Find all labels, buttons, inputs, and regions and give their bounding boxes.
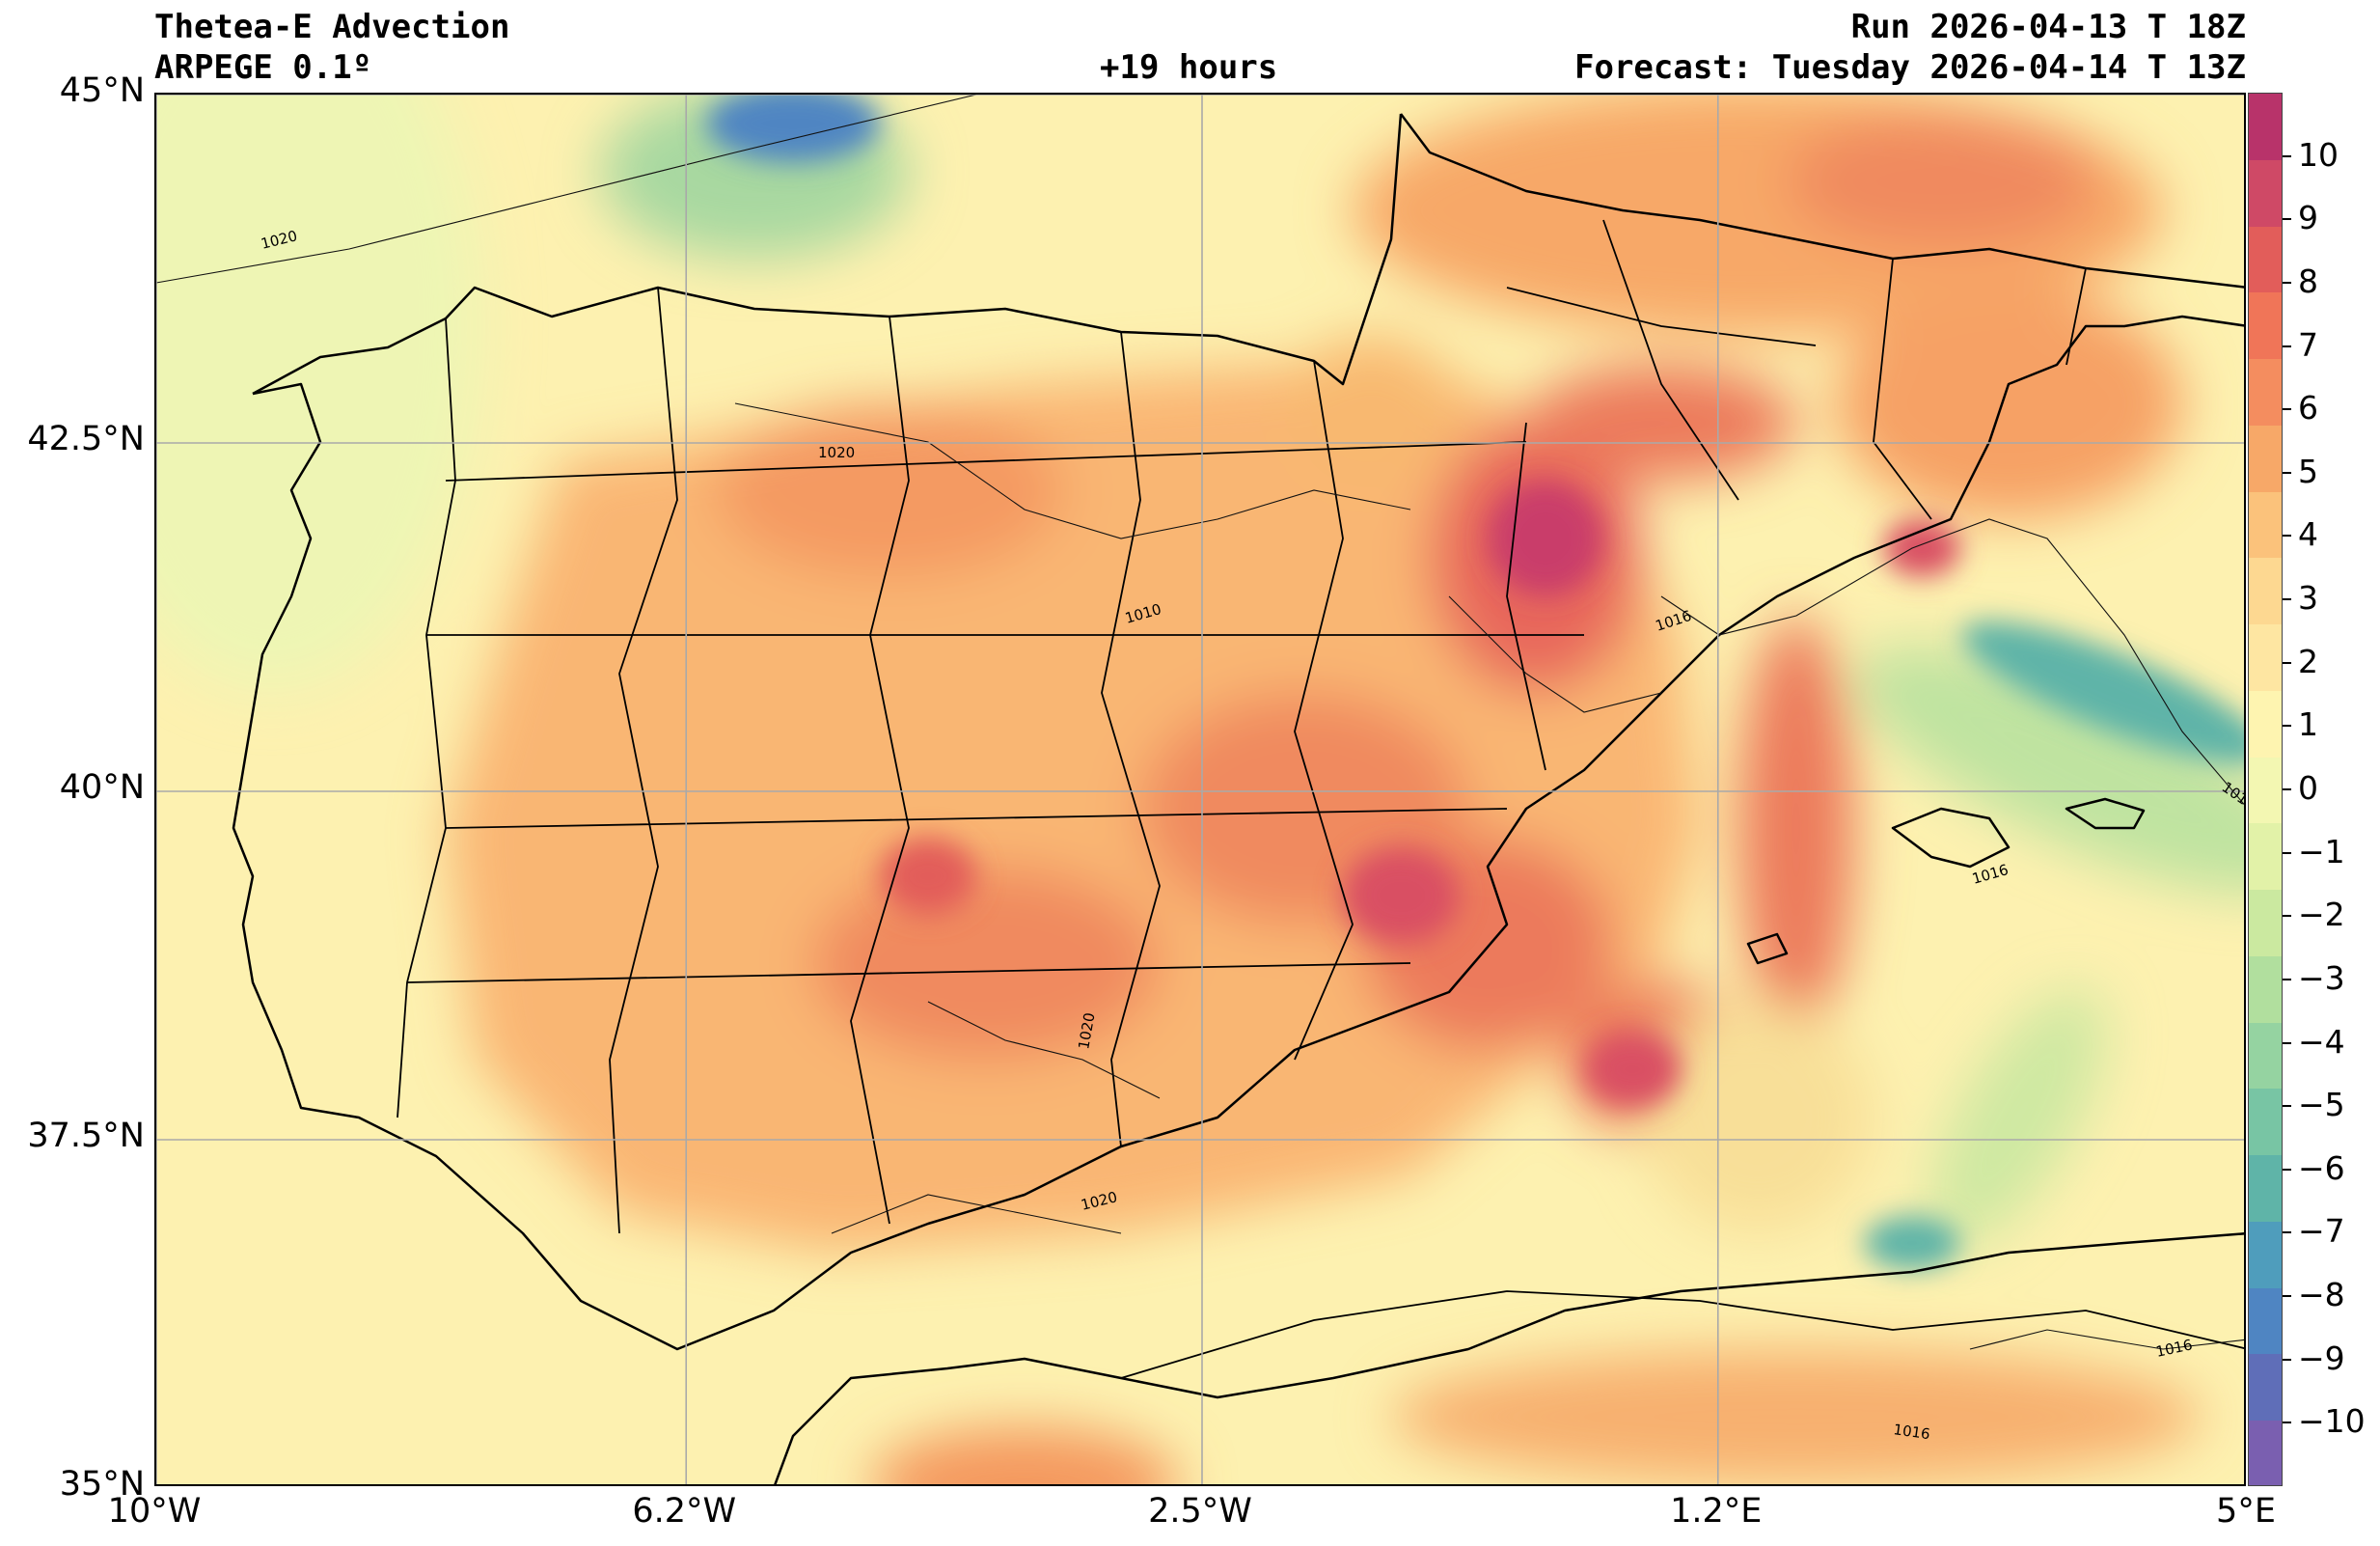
colorbar-tick-label: −9 (2298, 1339, 2345, 1377)
colorbar-tick (2283, 598, 2291, 601)
latitude-tick-label: 45°N (59, 71, 145, 110)
longitude-tick-label: 2.5°W (1148, 1492, 1252, 1531)
colorbar-band (2249, 359, 2282, 427)
colorbar-tick (2283, 1295, 2291, 1298)
longitude-tick-label: 5°E (2216, 1492, 2276, 1531)
colorbar-tick-label: 9 (2298, 199, 2318, 237)
colorbar-tick-label: 0 (2298, 769, 2318, 807)
isobar-label: 1020 (818, 444, 855, 461)
colorbar-tick (2283, 915, 2291, 918)
colorbar (2248, 93, 2283, 1486)
graticule (156, 95, 2244, 1484)
longitude-tick-label: 6.2°W (632, 1492, 737, 1531)
colorbar-tick (2283, 535, 2291, 538)
colorbar-tick-label: −4 (2298, 1022, 2345, 1061)
colorbar-band (2249, 890, 2282, 957)
colorbar-tick-label: −1 (2298, 832, 2345, 870)
isobars (156, 95, 2244, 1350)
colorbar-band (2249, 757, 2282, 825)
colorbar-tick-label: −10 (2298, 1402, 2366, 1441)
colorbar-band (2249, 292, 2282, 361)
isobar-label: 1016 (1892, 1421, 1930, 1443)
longitude-tick-label: 1.2°E (1670, 1492, 1763, 1531)
colorbar-tick (2283, 1358, 2291, 1361)
colorbar-tick-label: 4 (2298, 515, 2318, 554)
lead-time-label: +19 hours (1100, 48, 1278, 87)
colorbar-tick (2283, 408, 2291, 411)
admin-borders (397, 219, 2244, 1379)
colorbar-tick-label: 10 (2298, 135, 2339, 174)
colorbar-band (2249, 558, 2282, 626)
colorbar-band (2249, 159, 2282, 228)
colorbar-tick-label: 2 (2298, 642, 2318, 680)
colorbar-band (2249, 624, 2282, 692)
latitude-tick-label: 37.5°N (27, 1117, 145, 1155)
colorbar-tick-label: −3 (2298, 958, 2345, 997)
colorbar-tick (2283, 281, 2291, 284)
colorbar-tick-label: 1 (2298, 705, 2318, 744)
colorbar-band (2249, 1354, 2282, 1422)
colorbar-tick (2283, 1231, 2291, 1234)
colorbar-band (2249, 1287, 2282, 1356)
model-label: ARPEGE 0.1º (154, 48, 372, 87)
colorbar-tick-label: −6 (2298, 1148, 2345, 1187)
colorbar-band (2249, 1421, 2282, 1485)
colorbar-tick-label: 7 (2298, 325, 2318, 364)
thetae-advection-map: 1020 1020 1010 1016 1016 1020 1020 1016 … (156, 95, 2244, 1484)
colorbar-band (2249, 94, 2282, 161)
colorbar-tick (2283, 471, 2291, 474)
colorbar-tick (2283, 788, 2291, 790)
colorbar-tick-label: −5 (2298, 1086, 2345, 1124)
colorbar-band (2249, 955, 2282, 1024)
colorbar-tick (2283, 1168, 2291, 1171)
run-time-label: Run 2026-04-13 T 18Z (1850, 8, 2246, 46)
colorbar-tick (2283, 218, 2291, 221)
colorbar-tick (2283, 1105, 2291, 1108)
colorbar-band (2249, 1089, 2282, 1157)
colorbar-tick (2283, 1422, 2291, 1424)
colorbar-tick (2283, 345, 2291, 347)
colorbar-tick-label: −2 (2298, 896, 2345, 934)
colorbar-band (2249, 425, 2282, 493)
map-panel[interactable]: 1020 1020 1010 1016 1016 1020 1020 1016 … (154, 93, 2246, 1486)
colorbar-tick (2283, 154, 2291, 157)
colorbar-band (2249, 1221, 2282, 1289)
colorbar-band (2249, 1155, 2282, 1223)
colorbar-tick-label: 5 (2298, 452, 2318, 490)
colorbar-tick-label: −8 (2298, 1276, 2345, 1314)
colorbar-band (2249, 690, 2282, 759)
colorbar-band (2249, 823, 2282, 892)
colorbar-tick-label: 3 (2298, 579, 2318, 618)
latitude-tick-label: 40°N (59, 768, 145, 807)
advection-field (156, 95, 2244, 1484)
colorbar-tick (2283, 851, 2291, 854)
colorbar-band (2249, 491, 2282, 560)
advection-cores (706, 95, 2244, 1270)
colorbar-tick (2283, 725, 2291, 728)
colorbar-tick-label: 6 (2298, 389, 2318, 428)
latitude-tick-label: 42.5°N (27, 420, 145, 458)
latitude-tick-label: 35°N (59, 1465, 145, 1504)
colorbar-tick (2283, 661, 2291, 664)
colorbar-tick (2283, 978, 2291, 980)
colorbar-tick (2283, 1041, 2291, 1044)
colorbar-tick-label: −7 (2298, 1212, 2345, 1251)
colorbar-tick-label: 8 (2298, 262, 2318, 300)
longitude-tick-label: 10°W (107, 1492, 202, 1531)
colorbar-band (2249, 1022, 2282, 1090)
colorbar-band (2249, 226, 2282, 294)
forecast-time-label: Forecast: Tuesday 2026-04-14 T 13Z (1574, 48, 2246, 87)
chart-title: Thetea-E Advection (154, 8, 510, 46)
